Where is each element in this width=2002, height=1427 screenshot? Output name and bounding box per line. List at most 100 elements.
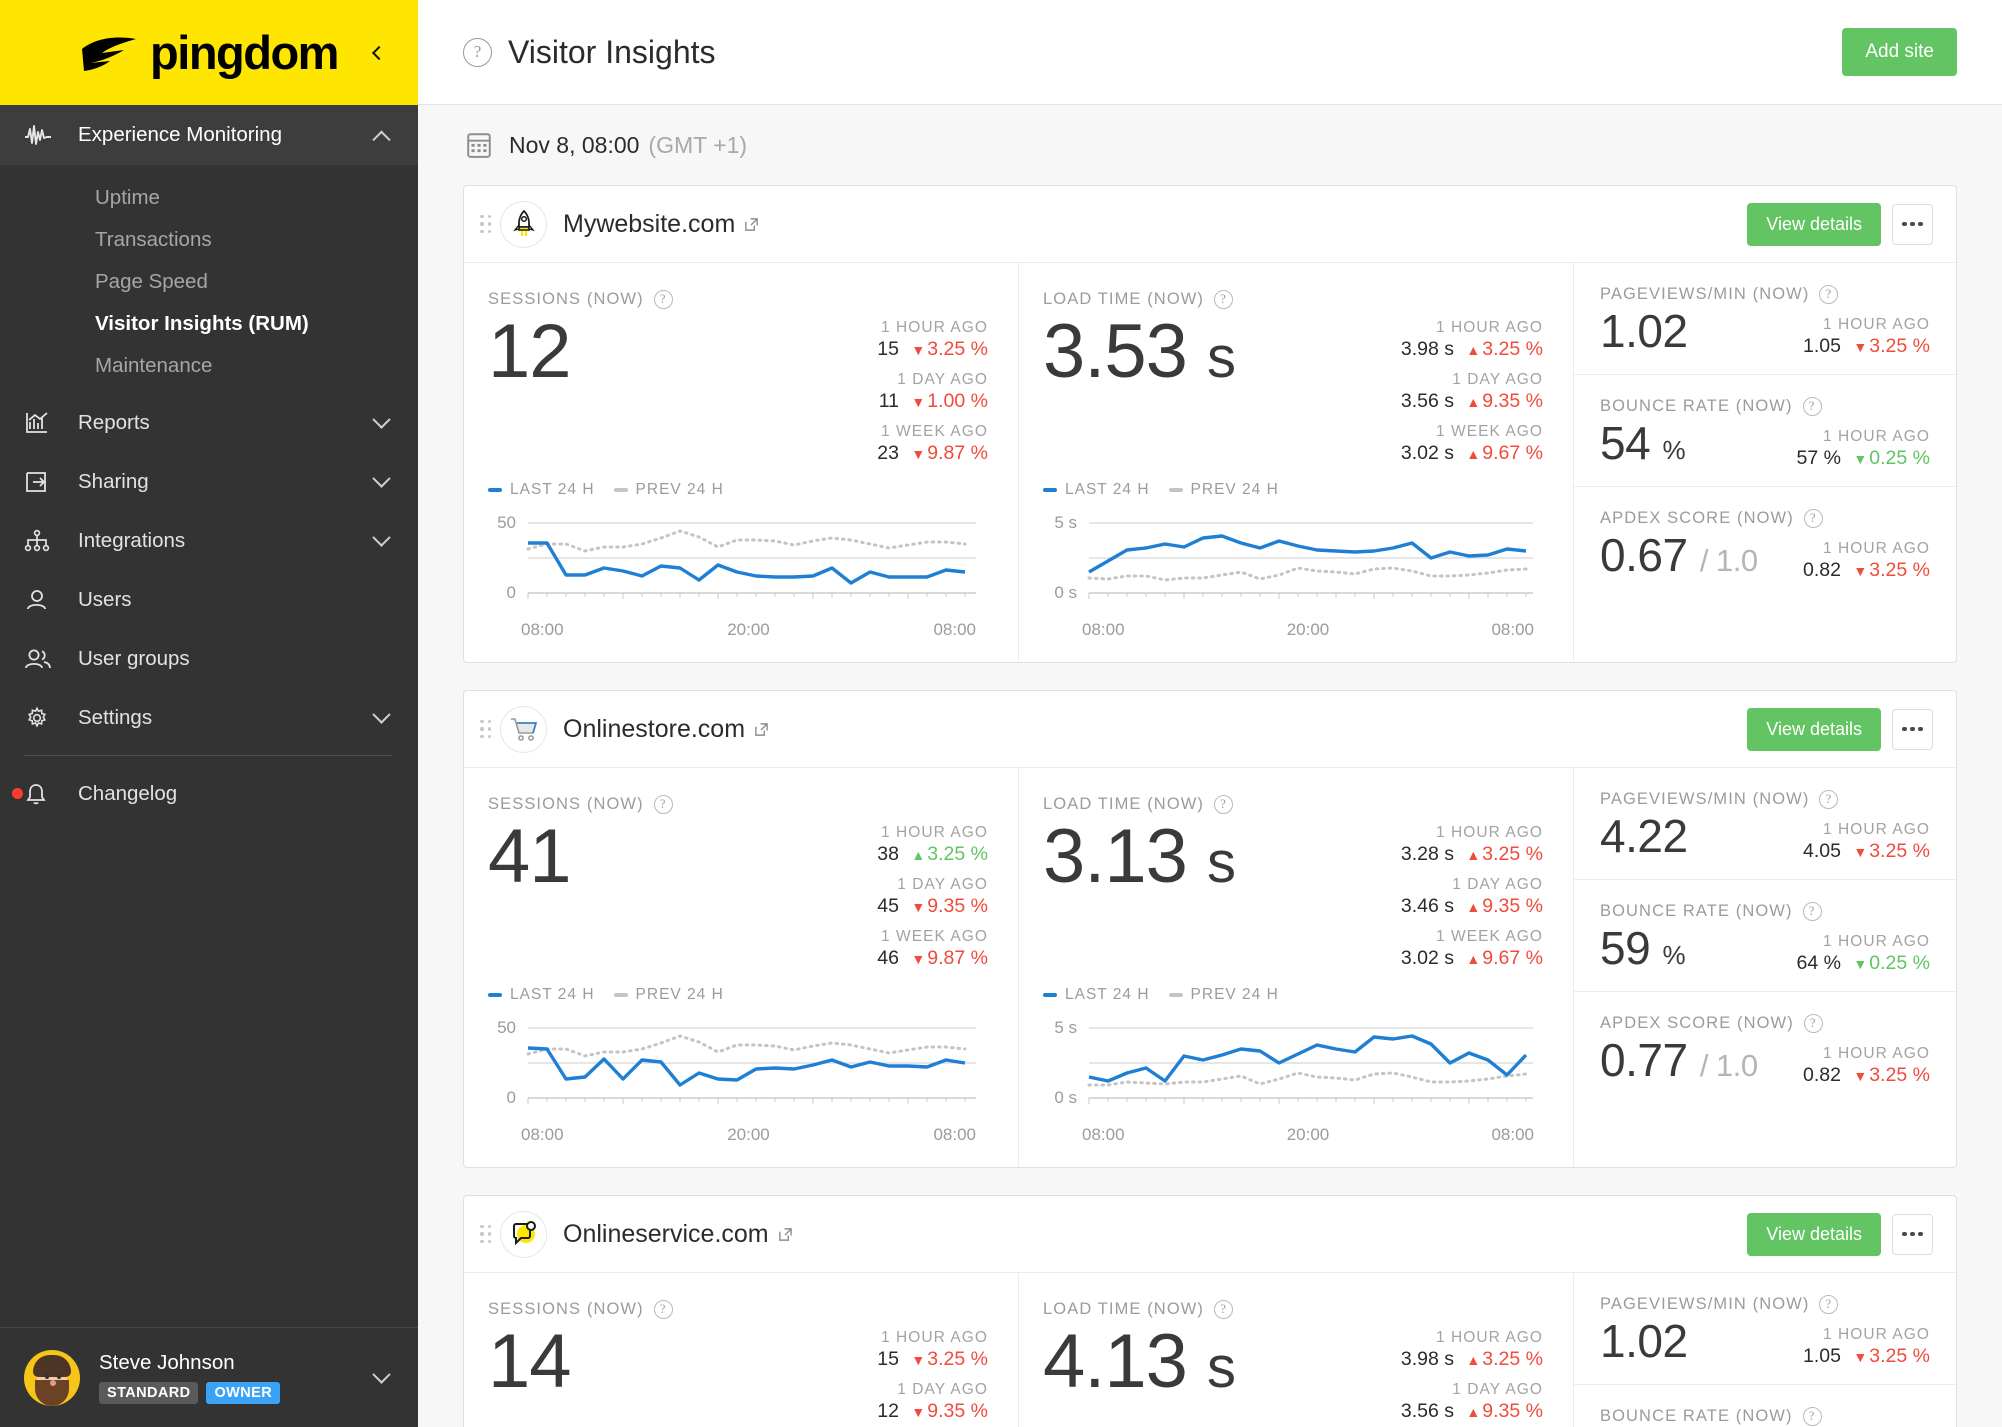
sidebar-item-maintenance[interactable]: Maintenance [95, 354, 213, 377]
question-circle-icon[interactable]: ? [1803, 508, 1823, 528]
pageviews-metric: PAGEVIEWS/MIN (NOW) ? 4.22 1 HOUR AGO 4.… [1574, 768, 1956, 880]
question-circle-icon[interactable]: ? [1214, 1300, 1234, 1319]
delta-value: 3.28 s [1400, 843, 1454, 865]
loadtime-chart[interactable]: 5 s 0 s [1043, 1011, 1543, 1145]
delta-value: 3.56 s [1400, 1400, 1454, 1422]
question-circle-icon[interactable]: ? [1214, 795, 1234, 814]
delta-row: 23 ▼ 9.87 % [877, 442, 988, 465]
y-tick-bottom: 0 [507, 583, 516, 602]
delta-period: 1 HOUR AGO [1823, 539, 1930, 557]
question-circle-icon[interactable]: ? [1803, 1013, 1823, 1033]
pageviews-metric: PAGEVIEWS/MIN (NOW) ? 1.02 1 HOUR AGO 1.… [1574, 263, 1956, 375]
question-circle-icon[interactable]: ? [1819, 790, 1839, 809]
chevron-down-icon[interactable] [372, 528, 391, 547]
delta-period: 1 HOUR AGO [1436, 1329, 1543, 1346]
site-name[interactable]: Mywebsite.com [563, 210, 759, 239]
delta-period: 1 WEEK AGO [1436, 928, 1543, 945]
loadtime-chart[interactable]: 5 s 0 s [1043, 506, 1543, 640]
delta-period: 1 HOUR AGO [1436, 824, 1543, 841]
sessions-chart[interactable]: 50 0 [488, 506, 988, 640]
sidebar-item-transactions[interactable]: Transactions [95, 228, 212, 251]
question-circle-icon[interactable]: ? [1802, 1406, 1822, 1426]
loadtime-deltas: 1 HOUR AGO 3.98 s ▲ 3.25 % 1 DAY AGO [1401, 1321, 1543, 1427]
chevron-down-icon[interactable] [372, 469, 391, 488]
question-circle-icon[interactable]: ? [653, 795, 673, 814]
apdex-value: 0.77 / 1.0 [1600, 1033, 1758, 1086]
delta-pct: ▲ 3.25 % [1466, 1348, 1543, 1370]
chevron-up-icon[interactable] [372, 130, 391, 149]
ellipsis-icon[interactable] [1892, 708, 1933, 750]
ellipsis-icon[interactable] [1892, 1213, 1933, 1255]
pulse-icon [24, 124, 66, 146]
site-name[interactable]: Onlinestore.com [563, 715, 769, 744]
question-circle-icon[interactable]: ? [1819, 1295, 1839, 1314]
sidebar-item-integrations[interactable]: Integrations [0, 511, 418, 570]
user-profile-bar[interactable]: Steve Johnson STANDARD OWNER [0, 1327, 418, 1427]
add-site-button[interactable]: Add site [1842, 28, 1957, 76]
pageviews-values: 4.22 1 HOUR AGO 4.05 ▼ 3.25 % [1600, 810, 1930, 863]
question-circle-icon[interactable]: ? [1819, 285, 1839, 304]
delta-period: 1 WEEK AGO [1436, 423, 1543, 440]
sidebar-item-settings[interactable]: Settings [0, 688, 418, 747]
pageviews-delta: 1 HOUR AGO 1.05 ▼ 3.25 % [1803, 316, 1930, 358]
delta-period: 1 DAY AGO [897, 371, 988, 388]
question-circle-icon[interactable]: ? [653, 290, 673, 309]
question-circle-icon[interactable]: ? [463, 37, 492, 67]
legend-last-24h: LAST 24 H [1043, 481, 1150, 499]
panel-label-text: BOUNCE RATE (NOW) [1600, 396, 1793, 415]
bounce-values: 54 % 1 HOUR AGO 57 % ▼ 0.25 % [1600, 417, 1930, 470]
sidebar-item-sharing[interactable]: Sharing [0, 452, 418, 511]
delta-row: 45 ▼ 9.35 % [877, 895, 988, 918]
drag-handle-icon[interactable] [464, 720, 494, 738]
sidebar-item-uptime[interactable]: Uptime [95, 186, 160, 209]
chevron-down-icon[interactable] [372, 410, 391, 429]
sidebar-item-user-groups[interactable]: User groups [0, 629, 418, 688]
chevron-left-icon[interactable] [368, 42, 390, 64]
bar-chart-icon [24, 411, 66, 435]
external-link-icon[interactable] [744, 217, 759, 232]
question-circle-icon[interactable]: ? [1802, 396, 1822, 416]
delta-pct: ▼ 3.25 % [911, 338, 988, 360]
sidebar-item-label: Changelog [78, 781, 178, 805]
external-link-icon[interactable] [754, 722, 769, 737]
sidebar-section-experience-monitoring[interactable]: Experience Monitoring [0, 105, 418, 165]
delta-row: 57 % ▼ 0.25 % [1797, 447, 1930, 470]
delta-row: 46 ▼ 9.87 % [877, 947, 988, 970]
delta-pct: ▲ 9.35 % [1466, 1400, 1543, 1422]
pageviews-value: 1.02 [1600, 305, 1688, 357]
delta-value: 3.46 s [1400, 895, 1454, 917]
sessions-chart[interactable]: 50 0 [488, 1011, 988, 1145]
sidebar-item-visitor-insights[interactable]: Visitor Insights (RUM) [95, 312, 309, 335]
pingdom-logo[interactable]: pingdom [80, 26, 339, 79]
drag-handle-icon[interactable] [464, 1225, 494, 1243]
delta-period: 1 HOUR AGO [1823, 427, 1930, 445]
delta-value: 3.02 s [1400, 442, 1454, 464]
sidebar-item-changelog[interactable]: Changelog [0, 764, 418, 823]
chevron-down-icon[interactable] [372, 705, 391, 724]
external-link-icon[interactable] [778, 1227, 793, 1242]
sidebar-item-users[interactable]: Users [0, 570, 418, 629]
ellipsis-icon[interactable] [1892, 203, 1933, 245]
chevron-down-icon[interactable] [372, 1365, 391, 1384]
delta-value: 0.82 [1803, 558, 1841, 581]
loadtime-value-row: 3.53 s 1 HOUR AGO 3.98 s ▲ 3.25 % [1043, 310, 1543, 475]
view-details-button[interactable]: View details [1747, 202, 1881, 246]
sessions-value: 41 [488, 814, 572, 899]
view-details-button[interactable]: View details [1747, 1212, 1881, 1256]
question-circle-icon[interactable]: ? [1214, 290, 1234, 309]
question-circle-icon[interactable]: ? [653, 1300, 673, 1319]
drag-handle-icon[interactable] [464, 215, 494, 233]
site-name[interactable]: Onlineservice.com [563, 1220, 793, 1249]
view-details-button[interactable]: View details [1747, 707, 1881, 751]
delta-row: 15 ▼ 3.25 % [877, 1348, 988, 1371]
delta-value: 1.05 [1803, 334, 1841, 357]
y-tick-top: 5 s [1054, 513, 1077, 532]
selected-date[interactable]: Nov 8, 08:00 [509, 131, 640, 158]
question-circle-icon[interactable]: ? [1802, 901, 1822, 921]
delta-pct: ▼ 3.25 % [1853, 839, 1930, 862]
sidebar-item-page-speed[interactable]: Page Speed [95, 270, 208, 293]
sidebar-item-reports[interactable]: Reports [0, 393, 418, 452]
bounce-delta: 1 HOUR AGO 57 % ▼ 0.25 % [1797, 428, 1930, 470]
brand-name: pingdom [150, 26, 339, 79]
